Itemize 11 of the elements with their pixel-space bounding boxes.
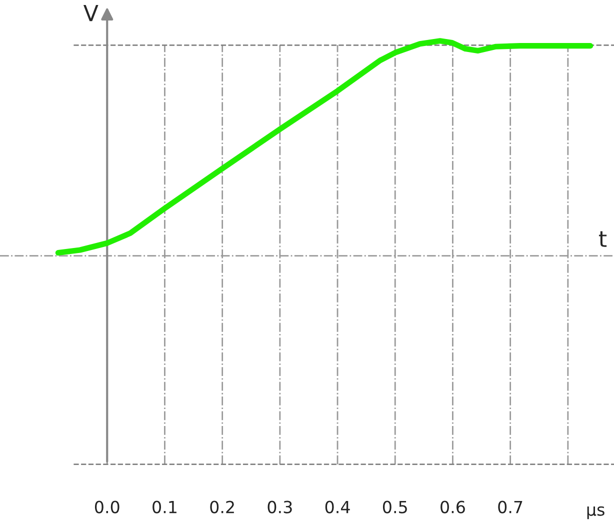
x-tick-label: 0.0 bbox=[94, 500, 120, 514]
x-tick-label: 0.7 bbox=[498, 500, 522, 514]
text: μs bbox=[587, 506, 604, 520]
x-tick-label: 0.6 bbox=[440, 500, 465, 514]
x-axis-title: t bbox=[598, 231, 607, 247]
x-tick-label: 0.3 bbox=[268, 500, 292, 514]
y-axis-title: V bbox=[83, 4, 98, 22]
x-tick-label: 0.1 bbox=[152, 500, 176, 514]
x-tick-label: 0.4 bbox=[325, 500, 350, 514]
x-tick-label: 0.2 bbox=[210, 500, 234, 514]
x-tick-label: 0.5 bbox=[382, 500, 407, 514]
